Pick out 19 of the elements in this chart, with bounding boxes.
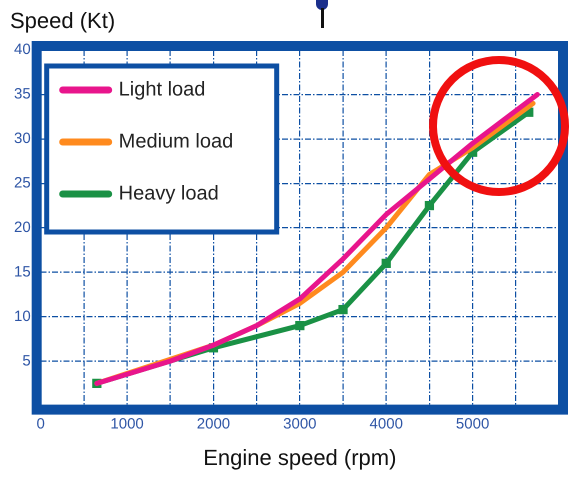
x-tick-label: 3000 — [283, 416, 317, 433]
y-tick-label: 15 — [14, 263, 31, 280]
y-axis-title: Speed (Kt) — [10, 8, 116, 33]
y-tick-label: 20 — [14, 218, 31, 236]
x-tick-label: 5000 — [456, 416, 490, 433]
y-tick-label: 10 — [14, 308, 31, 325]
x-tick-label: 0 — [36, 416, 45, 433]
y-tick-label: 5 — [22, 352, 31, 370]
legend-label: Heavy load — [118, 182, 219, 205]
x-tick-label: 2000 — [196, 416, 230, 433]
y-tick-label: 35 — [14, 86, 31, 103]
x-tick-label: 1000 — [110, 416, 144, 433]
y-tick-label: 30 — [14, 130, 31, 148]
legend-label: Medium load — [118, 130, 234, 153]
legend-label: Light load — [118, 78, 206, 101]
y-tick-label: 40 — [14, 41, 31, 58]
x-axis-title: Engine speed (rpm) — [203, 444, 396, 470]
y-tick-label: 25 — [14, 174, 31, 192]
x-tick-label: 4000 — [370, 416, 403, 433]
